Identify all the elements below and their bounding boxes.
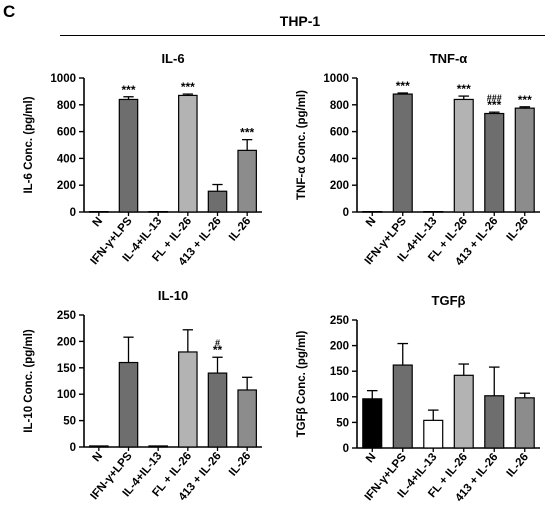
- chart-title: TNF-α: [430, 51, 468, 66]
- significance-label: ***: [240, 126, 254, 140]
- x-tick-label: IL-26: [505, 451, 531, 479]
- y-axis-label: TNF-α Conc. (pg/ml): [296, 90, 308, 200]
- bar: [237, 149, 257, 213]
- x-tick-label: IL-26: [227, 215, 253, 243]
- bar: [362, 398, 383, 449]
- y-tick-label: 250: [330, 315, 349, 327]
- bar: [148, 445, 168, 448]
- bar: [514, 397, 535, 449]
- y-tick-label: 50: [336, 417, 349, 429]
- x-tick-label: N: [91, 215, 106, 229]
- y-tick-label: 0: [343, 207, 349, 219]
- y-tick-label: 150: [330, 366, 349, 378]
- bar: [207, 190, 228, 213]
- bar: [118, 98, 139, 213]
- bar: [178, 351, 198, 448]
- significance-label: ***: [457, 82, 471, 96]
- y-tick-label: 200: [57, 180, 76, 192]
- y-tick-label: 100: [57, 389, 76, 401]
- y-tick-label: 1000: [323, 73, 349, 85]
- panel-letter: C: [3, 2, 16, 21]
- y-tick-label: 400: [330, 153, 349, 165]
- y-tick-label: 100: [330, 392, 349, 404]
- chart-0: IL-6 IL-6 Conc. (pg/ml) 0 200 400 600 800 1000 N…: [23, 51, 262, 268]
- bar: [178, 94, 198, 213]
- bar: [207, 372, 228, 448]
- significance-label: **: [213, 343, 223, 357]
- chart-title: IL-6: [161, 51, 184, 66]
- y-tick-label: 0: [343, 443, 349, 455]
- y-tick-label: 0: [70, 207, 76, 219]
- bar: [423, 419, 444, 449]
- y-tick-label: 200: [330, 180, 349, 192]
- x-tick-label: N: [91, 450, 106, 464]
- chart-2: IL-10 IL-10 Conc. (pg/ml) 0 50 100 150 200 250 N…: [23, 288, 262, 503]
- y-tick-label: 600: [330, 127, 349, 139]
- y-tick-label: 400: [57, 153, 76, 165]
- significance-label: ***: [487, 98, 501, 112]
- significance-label: ***: [181, 80, 195, 94]
- chart-1: TNF-α TNF-α Conc. (pg/ml) 0 200 400 600 800 100…: [296, 51, 540, 268]
- bar: [118, 361, 139, 448]
- y-axis-label: IL-6 Conc. (pg/ml): [23, 96, 35, 193]
- y-tick-label: 200: [330, 341, 349, 353]
- x-tick-label: IL-26: [505, 215, 531, 243]
- y-tick-label: 150: [57, 363, 76, 375]
- x-tick-label: N: [364, 451, 379, 465]
- significance-label: ***: [518, 93, 532, 107]
- bar: [89, 445, 109, 448]
- bar: [514, 107, 535, 213]
- bar: [484, 112, 505, 213]
- y-tick-label: 250: [57, 310, 76, 322]
- bar: [392, 93, 413, 213]
- y-axis-label: IL-10 Conc. (pg/ml): [23, 329, 35, 433]
- significance-label: ***: [396, 79, 410, 93]
- chart-title: IL-10: [158, 288, 188, 303]
- y-axis-label: TGFβ Conc. (pg/ml): [296, 331, 308, 438]
- bar: [237, 389, 257, 448]
- y-tick-label: 200: [57, 336, 76, 348]
- y-tick-label: 50: [63, 416, 76, 428]
- y-tick-label: 600: [57, 127, 76, 139]
- bar: [453, 98, 474, 213]
- chart-title: TGFβ: [432, 293, 466, 308]
- y-tick-label: 800: [57, 100, 76, 112]
- significance-label: ###: [487, 93, 502, 103]
- group-title: THP-1: [279, 13, 321, 29]
- significance-label: #: [215, 338, 220, 348]
- bar: [453, 374, 474, 449]
- significance-label: ***: [121, 83, 135, 97]
- y-tick-label: 800: [330, 100, 349, 112]
- bar: [392, 364, 413, 449]
- y-tick-label: 0: [70, 442, 76, 454]
- x-tick-label: IL-26: [227, 450, 253, 478]
- group-divider-line: [60, 35, 545, 36]
- y-tick-label: 1000: [50, 73, 76, 85]
- bar: [484, 395, 505, 449]
- x-tick-label: N: [364, 215, 379, 229]
